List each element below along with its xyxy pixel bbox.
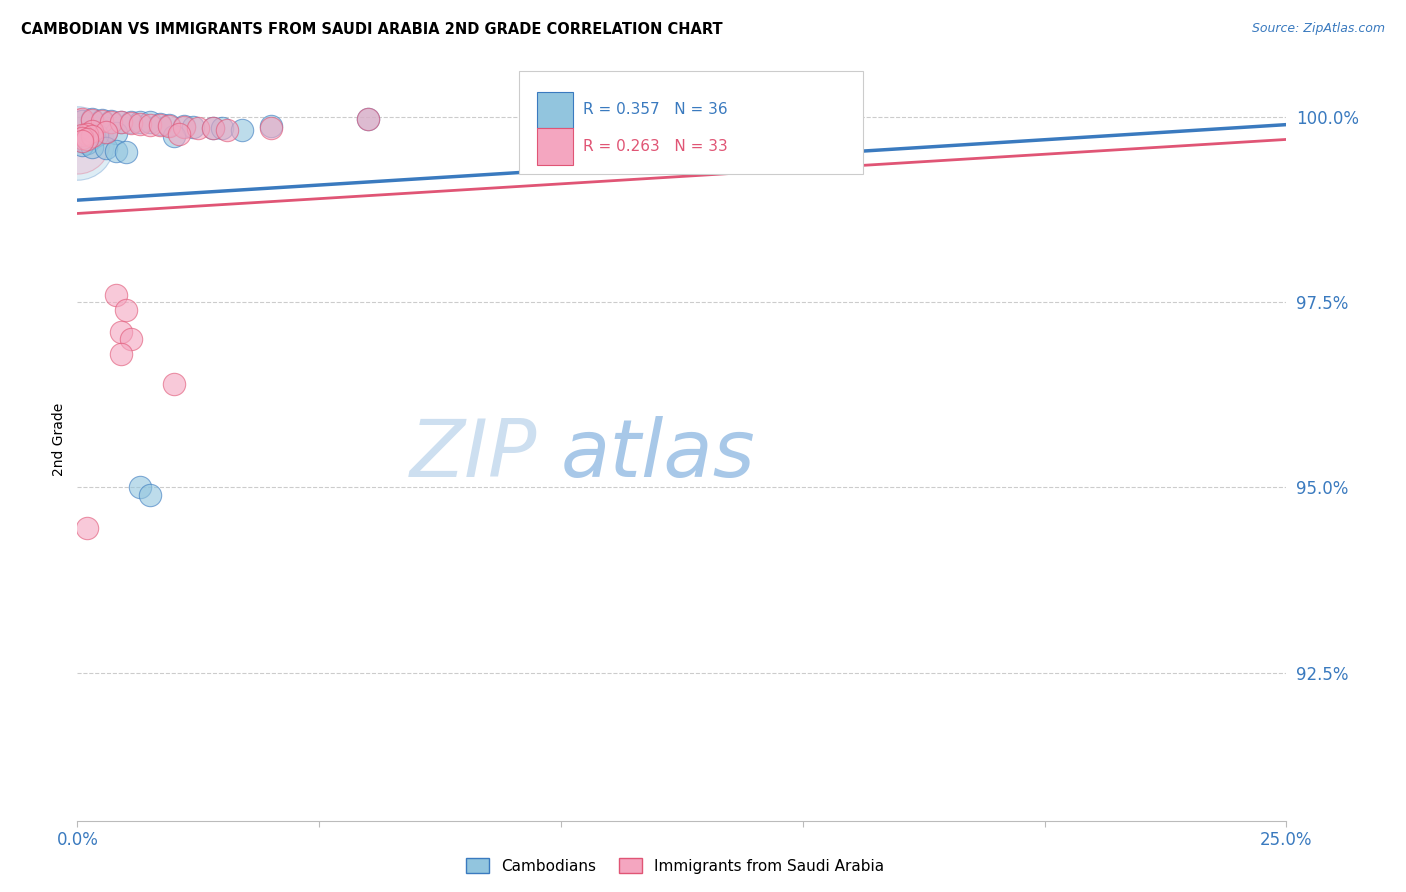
Point	[148, 117, 170, 131]
Point	[114, 302, 136, 317]
Point	[114, 145, 136, 159]
Point	[129, 117, 152, 131]
Point	[695, 112, 717, 127]
Point	[100, 114, 122, 128]
Point	[70, 128, 93, 142]
Text: atlas: atlas	[561, 416, 756, 493]
Point	[80, 123, 103, 137]
Point	[80, 140, 103, 154]
Point	[96, 125, 118, 139]
Point	[139, 115, 162, 129]
Point	[76, 127, 98, 141]
Point	[110, 115, 132, 129]
Text: ZIP: ZIP	[409, 416, 537, 493]
Point	[110, 114, 132, 128]
Point	[120, 116, 142, 130]
Point	[157, 119, 180, 133]
Point	[76, 127, 98, 141]
Point	[148, 119, 170, 133]
Point	[66, 136, 89, 150]
Text: CAMBODIAN VS IMMIGRANTS FROM SAUDI ARABIA 2ND GRADE CORRELATION CHART: CAMBODIAN VS IMMIGRANTS FROM SAUDI ARABI…	[21, 22, 723, 37]
Point	[80, 112, 103, 127]
Point	[356, 112, 378, 127]
Point	[76, 136, 98, 150]
Point	[70, 114, 93, 128]
Point	[139, 488, 162, 502]
Point	[129, 480, 152, 494]
Point	[201, 120, 224, 135]
Point	[163, 128, 186, 143]
Point	[167, 127, 190, 141]
Point	[76, 521, 98, 535]
Point	[70, 129, 93, 144]
Point	[157, 119, 180, 133]
Point	[231, 123, 253, 137]
Point	[70, 131, 93, 145]
Point	[260, 119, 283, 133]
Point	[260, 121, 283, 136]
Point	[100, 114, 122, 128]
Text: R = 0.357   N = 36: R = 0.357 N = 36	[582, 103, 727, 118]
Point	[80, 123, 103, 137]
Text: R = 0.263   N = 33: R = 0.263 N = 33	[582, 139, 727, 154]
Point	[211, 121, 233, 136]
Point	[110, 347, 132, 361]
Point	[139, 118, 162, 132]
Point	[120, 115, 142, 129]
Point	[105, 144, 128, 158]
Point	[120, 332, 142, 346]
Point	[80, 129, 103, 144]
Point	[96, 125, 118, 139]
Point	[86, 128, 108, 142]
Point	[217, 123, 239, 137]
Point	[129, 115, 152, 129]
Point	[695, 112, 717, 126]
FancyBboxPatch shape	[537, 128, 574, 165]
Point	[173, 120, 195, 134]
Point	[76, 132, 98, 146]
Point	[80, 131, 103, 145]
FancyBboxPatch shape	[519, 71, 863, 174]
Point	[96, 141, 118, 155]
Point	[70, 134, 93, 148]
Point	[187, 120, 209, 135]
FancyBboxPatch shape	[537, 92, 574, 128]
Point	[70, 137, 93, 152]
Point	[356, 112, 378, 127]
Point	[105, 288, 128, 302]
Point	[90, 114, 112, 128]
Point	[201, 121, 224, 136]
Y-axis label: 2nd Grade: 2nd Grade	[52, 402, 66, 476]
Point	[163, 376, 186, 391]
Point	[173, 119, 195, 133]
Point	[90, 113, 112, 128]
Text: Source: ZipAtlas.com: Source: ZipAtlas.com	[1251, 22, 1385, 36]
Point	[110, 325, 132, 339]
Point	[80, 113, 103, 128]
Point	[183, 120, 205, 134]
Point	[70, 112, 93, 127]
Point	[105, 126, 128, 140]
Point	[66, 134, 89, 148]
Legend: Cambodians, Immigrants from Saudi Arabia: Cambodians, Immigrants from Saudi Arabia	[460, 852, 890, 880]
Point	[70, 134, 93, 148]
Point	[76, 132, 98, 146]
